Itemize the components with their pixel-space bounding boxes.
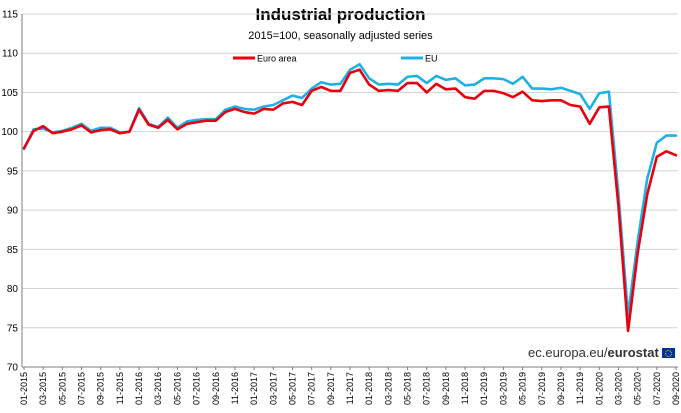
x-tick-label: 07-2018 xyxy=(422,372,432,405)
y-tick-labels: 70 75 80 85 90 95 100 105 110 115 xyxy=(1,10,18,374)
x-tick-label: 05-2016 xyxy=(172,372,182,405)
y-tick-label: 70 xyxy=(7,363,19,374)
x-tick-label: 01-2016 xyxy=(134,372,144,405)
x-tick-label: 03-2017 xyxy=(268,372,278,405)
x-tick-label: 05-2017 xyxy=(287,372,297,405)
y-tick-label: 75 xyxy=(7,323,19,334)
euro-area-line xyxy=(22,68,678,333)
x-tick-label: 11-2015 xyxy=(115,372,125,404)
y-tick-label: 115 xyxy=(2,10,18,21)
y-tick-label: 90 xyxy=(7,206,19,217)
x-tick-label: 07-2019 xyxy=(537,372,547,405)
x-tick-label: 01-2015 xyxy=(19,372,29,405)
eu-line xyxy=(22,62,678,317)
x-tick-labels: 01-2015 03-2015 05-2015 07-2015 09-2015 11-20… xyxy=(19,372,681,405)
x-tick-label: 09-2016 xyxy=(211,372,221,405)
x-tick-label: 07-2017 xyxy=(307,372,317,405)
legend: Euro area EU xyxy=(233,54,438,64)
y-tick-label: 85 xyxy=(7,245,19,256)
x-tick-label: 11-2019 xyxy=(575,372,585,404)
x-tick-label: 01-2020 xyxy=(594,372,604,405)
x-tick-label: 01-2019 xyxy=(479,372,489,405)
x-tick-label: 01-2017 xyxy=(249,372,259,405)
x-tick-label: 01-2018 xyxy=(364,372,374,405)
x-tick-label: 03-2018 xyxy=(383,372,393,405)
x-tick-label: 07-2015 xyxy=(77,372,87,405)
legend-label-eu: EU xyxy=(425,54,438,64)
x-tick-label: 05-2020 xyxy=(633,372,643,405)
x-tick-label: 11-2016 xyxy=(230,372,240,404)
gridlines xyxy=(22,13,678,329)
eu-flag-icon xyxy=(661,347,675,358)
x-tick-label: 09-2015 xyxy=(96,372,106,405)
y-tick-label: 95 xyxy=(7,166,19,177)
x-tick-label: 07-2016 xyxy=(192,372,202,405)
x-tick-label: 03-2015 xyxy=(38,372,48,405)
y-tick-label: 80 xyxy=(7,284,19,295)
legend-label-euro-area: Euro area xyxy=(257,54,297,64)
x-tick-label: 05-2019 xyxy=(518,372,528,405)
x-tick-label: 09-2018 xyxy=(441,372,451,405)
chart-subtitle: 2015=100, seasonally adjusted series xyxy=(248,30,433,42)
x-tick-label: 05-2015 xyxy=(57,372,67,405)
x-tick-label: 05-2018 xyxy=(403,372,413,405)
source-domain: ec.europa.eu/ xyxy=(528,345,608,360)
x-tick-label: 09-2017 xyxy=(326,372,336,405)
x-tick-label: 07-2020 xyxy=(652,372,662,405)
y-tick-label: 100 xyxy=(1,127,18,138)
x-tick-label: 03-2020 xyxy=(613,372,623,405)
x-tick-label: 03-2016 xyxy=(153,372,163,405)
series-lines xyxy=(22,62,678,333)
x-tick-label: 09-2020 xyxy=(671,372,681,405)
axes xyxy=(21,14,678,370)
source-brand: eurostat xyxy=(607,345,659,360)
x-tick-label: 09-2019 xyxy=(556,372,566,405)
y-tick-label: 105 xyxy=(1,88,18,99)
y-tick-label: 110 xyxy=(2,49,18,60)
x-tick-label: 11-2017 xyxy=(345,372,355,404)
source-credit: ec.europa.eu/ eurostat xyxy=(526,345,677,360)
x-tick-label: 03-2019 xyxy=(498,372,508,405)
x-tick-label: 11-2018 xyxy=(460,372,470,404)
